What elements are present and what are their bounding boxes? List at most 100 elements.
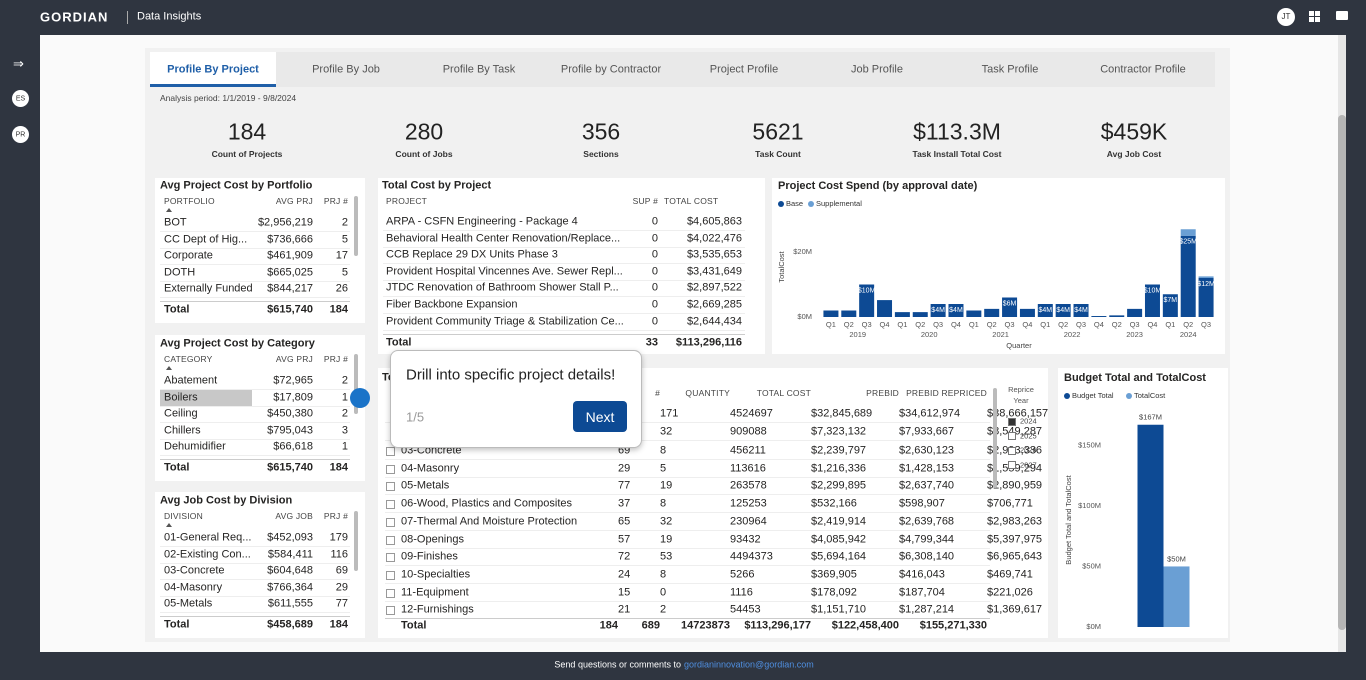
table-cell[interactable]: 1 bbox=[341, 391, 348, 403]
table-cell[interactable]: 0 bbox=[651, 248, 658, 261]
checkbox[interactable] bbox=[1008, 461, 1016, 469]
tab[interactable]: Profile By Job bbox=[312, 63, 380, 76]
table-cell[interactable]: $604,648 bbox=[267, 564, 313, 577]
table-cell[interactable]: $766,364 bbox=[267, 581, 313, 593]
row-label[interactable]: 04-Masonry bbox=[401, 462, 460, 474]
table-cell[interactable]: ARPA - CSFN Engineering - Package 4 bbox=[386, 215, 578, 228]
table-cell[interactable]: 5 bbox=[341, 266, 348, 278]
table-cell[interactable]: Ceiling bbox=[164, 407, 198, 420]
slicer-option[interactable]: 2024 bbox=[1020, 416, 1037, 426]
table-cell[interactable]: 0 bbox=[651, 215, 658, 228]
table-cell[interactable]: 0 bbox=[651, 315, 658, 328]
table-cell[interactable]: 1 bbox=[341, 440, 348, 453]
table-cell[interactable]: $2,669,285 bbox=[686, 298, 742, 311]
row-label[interactable]: 09-Finishes bbox=[401, 550, 458, 563]
tab[interactable]: Job Profile bbox=[851, 63, 903, 76]
next-button-label[interactable]: Next bbox=[585, 409, 615, 425]
table-cell[interactable]: $72,965 bbox=[273, 374, 313, 387]
chat-icon[interactable] bbox=[1336, 11, 1348, 20]
grid-icon[interactable] bbox=[1309, 11, 1320, 22]
table-cell[interactable]: 01-General Req... bbox=[164, 531, 252, 544]
row-label[interactable]: 11-Equipment bbox=[401, 586, 469, 599]
table-cell[interactable]: 116 bbox=[330, 548, 348, 560]
table-cell[interactable]: Abatement bbox=[164, 374, 218, 387]
row-label[interactable]: 08-Openings bbox=[401, 533, 464, 546]
table-cell[interactable]: 179 bbox=[329, 531, 348, 544]
table-cell[interactable]: 04-Masonry bbox=[164, 581, 223, 593]
table-cell[interactable]: $795,043 bbox=[267, 424, 313, 436]
table-cell[interactable]: 26 bbox=[335, 282, 348, 295]
table-cell[interactable]: $2,956,219 bbox=[257, 216, 313, 229]
slicer-option[interactable]: 2027 bbox=[1020, 459, 1037, 469]
row-label[interactable]: 12-Furnishings bbox=[401, 603, 474, 616]
table-cell[interactable]: $2,897,522 bbox=[686, 281, 742, 294]
table-cell[interactable]: 05-Metals bbox=[164, 597, 213, 610]
checkbox[interactable] bbox=[1008, 432, 1016, 440]
sidebar-button[interactable] bbox=[12, 90, 29, 107]
expand-icon[interactable] bbox=[386, 518, 395, 527]
expand-icon[interactable] bbox=[386, 482, 395, 491]
slicer-option[interactable]: 2026 bbox=[1020, 445, 1037, 455]
expand-icon[interactable] bbox=[386, 500, 395, 509]
table-cell[interactable]: Boilers bbox=[164, 391, 198, 403]
slicer-option[interactable]: 2025 bbox=[1020, 430, 1037, 440]
table-cell[interactable]: $584,411 bbox=[267, 548, 313, 560]
table-cell[interactable]: Fiber Backbone Expansion bbox=[386, 298, 518, 311]
table-cell[interactable]: $66,618 bbox=[273, 440, 313, 453]
table-cell[interactable]: 5 bbox=[341, 233, 348, 245]
table-cell[interactable]: $4,605,863 bbox=[686, 215, 742, 228]
row-label[interactable]: 07-Thermal And Moisture Protection bbox=[401, 515, 578, 528]
tab[interactable]: Task Profile bbox=[981, 63, 1039, 76]
table-cell[interactable]: $3,535,653 bbox=[686, 248, 742, 261]
table-cell[interactable]: $665,025 bbox=[267, 266, 313, 278]
table-cell[interactable]: Provident Community Triage & Stabilizati… bbox=[386, 315, 624, 328]
table-cell[interactable]: 69 bbox=[335, 564, 348, 577]
row-label[interactable]: 10-Specialties bbox=[401, 568, 471, 581]
table-cell[interactable]: 02-Existing Con... bbox=[164, 548, 251, 560]
table-cell[interactable]: $17,809 bbox=[273, 391, 313, 403]
tab[interactable]: Profile by Contractor bbox=[560, 63, 662, 76]
table-cell[interactable]: $2,644,434 bbox=[686, 315, 742, 328]
table-cell[interactable]: $461,909 bbox=[267, 249, 313, 262]
table-cell[interactable]: Chillers bbox=[164, 424, 201, 436]
table-cell[interactable]: $3,431,649 bbox=[686, 265, 742, 278]
next-button[interactable] bbox=[573, 401, 627, 432]
table-cell[interactable]: CC Dept of Hig... bbox=[164, 233, 248, 245]
expand-icon[interactable] bbox=[386, 553, 395, 562]
table-cell[interactable]: 0 bbox=[651, 265, 658, 278]
avatar[interactable] bbox=[1277, 8, 1295, 26]
table-cell[interactable]: DOTH bbox=[164, 266, 196, 278]
table-cell[interactable]: $4,022,476 bbox=[686, 232, 742, 245]
table-cell[interactable]: $736,666 bbox=[267, 233, 313, 245]
footer-link[interactable]: gordianinnovation@gordian.com bbox=[684, 659, 814, 670]
table-cell[interactable]: $844,217 bbox=[267, 282, 313, 295]
row-label[interactable]: 06-Wood, Plastics and Composites bbox=[401, 497, 572, 510]
tab[interactable]: Contractor Profile bbox=[1100, 63, 1186, 76]
row-label[interactable]: 05-Metals bbox=[401, 479, 450, 492]
table-cell[interactable]: $450,380 bbox=[267, 407, 313, 420]
table-cell[interactable]: $452,093 bbox=[267, 531, 313, 544]
expand-icon[interactable] bbox=[386, 606, 395, 615]
table-cell[interactable]: JTDC Renovation of Bathroom Shower Stall… bbox=[386, 281, 619, 294]
table-cell[interactable]: 2 bbox=[341, 374, 348, 387]
table-cell[interactable]: Externally Funded bbox=[164, 282, 253, 295]
expand-icon[interactable] bbox=[386, 464, 395, 474]
tab[interactable]: Profile By Project bbox=[167, 63, 259, 76]
row-label[interactable]: 03-Concrete bbox=[401, 444, 462, 456]
table-cell[interactable]: $611,555 bbox=[267, 597, 313, 610]
table-cell[interactable]: Corporate bbox=[164, 249, 213, 262]
table-cell[interactable]: 0 bbox=[651, 232, 658, 245]
table-cell[interactable]: CCB Replace 29 DX Units Phase 3 bbox=[386, 248, 558, 261]
tab[interactable]: Profile By Task bbox=[442, 63, 516, 76]
table-cell[interactable]: 2 bbox=[341, 216, 348, 229]
table-cell[interactable]: 03-Concrete bbox=[164, 564, 225, 577]
table-cell[interactable]: 17 bbox=[335, 249, 348, 262]
table-cell[interactable]: 3 bbox=[341, 424, 348, 436]
sidebar-button[interactable] bbox=[12, 126, 29, 143]
table-cell[interactable]: 2 bbox=[341, 407, 348, 420]
tab[interactable]: Project Profile bbox=[709, 63, 779, 76]
sidebar-arrow[interactable]: ⇒ bbox=[13, 56, 24, 71]
checkbox[interactable] bbox=[1008, 417, 1016, 426]
table-cell[interactable]: 29 bbox=[335, 581, 348, 593]
table-cell[interactable]: 0 bbox=[651, 298, 658, 311]
